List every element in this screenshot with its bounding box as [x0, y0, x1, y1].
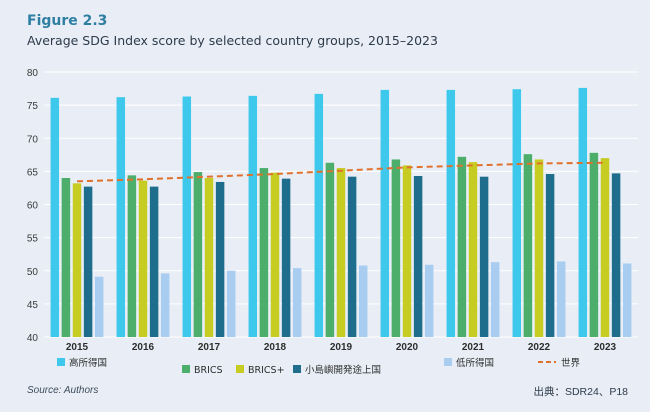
legend-label: 高所得国: [69, 357, 107, 369]
y-tick-label: 70: [27, 134, 39, 145]
y-tick-label: 50: [27, 267, 39, 278]
x-tick-label: 2015: [66, 342, 89, 353]
bar: [391, 159, 401, 337]
bar: [413, 176, 423, 337]
bar: [523, 154, 533, 337]
legend-label: 低所得国: [456, 357, 494, 369]
x-tick-label: 2022: [528, 342, 551, 353]
y-tick-label: 75: [27, 101, 39, 112]
legend-swatch: [444, 358, 452, 366]
chart-title: Average SDG Index score by selected coun…: [27, 33, 438, 48]
legend-swatch: [57, 358, 65, 366]
x-tick-label: 2021: [462, 342, 485, 353]
legend-swatch: [182, 365, 190, 373]
bar: [600, 158, 610, 337]
bar: [556, 261, 566, 337]
figure-label: Figure 2.3: [27, 13, 108, 29]
y-tick-label: 40: [27, 333, 39, 344]
bar: [281, 178, 291, 337]
bar: [292, 268, 302, 337]
source-note: Source: Authors: [27, 385, 99, 396]
bar: [424, 264, 434, 337]
y-tick-label: 55: [27, 234, 39, 245]
bar: [457, 156, 467, 337]
bar: [545, 174, 555, 337]
bar: [468, 162, 478, 337]
bar: [270, 172, 280, 337]
bar: [215, 181, 225, 337]
bar: [72, 183, 82, 337]
bar: [347, 176, 357, 337]
y-tick-label: 80: [27, 68, 39, 79]
bar: [314, 93, 324, 337]
bar: [358, 265, 368, 337]
bar: [479, 176, 489, 337]
bar: [589, 152, 599, 337]
x-tick-label: 2016: [132, 342, 155, 353]
bar: [622, 263, 632, 337]
x-tick-label: 2019: [330, 342, 353, 353]
citation-note: 出典：SDR24、P18: [533, 386, 628, 398]
bar: [336, 168, 346, 337]
legend-label: 世界: [561, 357, 581, 369]
bar: [248, 95, 258, 337]
bar: [160, 273, 170, 337]
bar: [226, 270, 236, 337]
bar: [204, 178, 214, 337]
y-tick-label: 65: [27, 167, 39, 178]
x-tick-label: 2018: [264, 342, 287, 353]
y-tick-label: 45: [27, 300, 39, 311]
bar: [138, 180, 148, 337]
bar: [193, 172, 203, 337]
legend-label: BRICS: [194, 365, 223, 376]
bar: [259, 168, 269, 337]
bar: [83, 186, 93, 337]
legend-swatch: [236, 365, 244, 373]
x-tick-label: 2017: [198, 342, 221, 353]
bar: [116, 97, 126, 337]
x-tick-label: 2023: [594, 342, 617, 353]
bar: [490, 262, 500, 337]
world-average-line: [76, 161, 606, 183]
bar: [578, 87, 588, 338]
bar: [182, 96, 192, 337]
bar: [50, 97, 60, 338]
bar: [512, 89, 522, 337]
legend-swatch: [293, 365, 301, 373]
legend-label: 小島嶼開発途上国: [305, 364, 381, 376]
bar: [446, 89, 456, 337]
bar: [94, 276, 104, 337]
bar: [127, 175, 137, 337]
bar: [325, 162, 335, 337]
x-tick-label: 2020: [396, 342, 419, 353]
bar: [534, 159, 544, 337]
bar: [611, 173, 621, 337]
bar: [61, 178, 71, 337]
legend-label: BRICS+: [248, 365, 285, 376]
y-tick-label: 60: [27, 201, 39, 212]
bar: [380, 89, 390, 337]
bar: [149, 186, 159, 337]
bar: [402, 165, 412, 337]
